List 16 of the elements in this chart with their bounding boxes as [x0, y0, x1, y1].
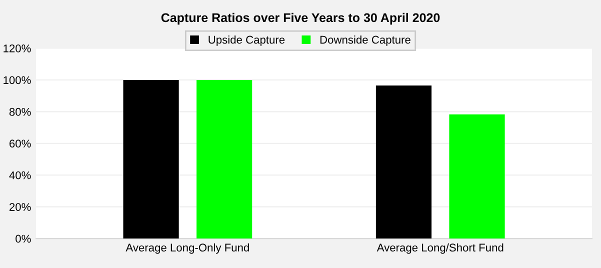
bar — [196, 80, 252, 239]
legend-label: Upside Capture — [208, 36, 285, 46]
bar — [449, 114, 505, 239]
bar — [376, 86, 432, 239]
bar — [123, 80, 179, 239]
y-tick-label: 100% — [4, 76, 31, 84]
y-tick-label: 80% — [9, 108, 31, 116]
y-tick-label: 60% — [10, 140, 31, 148]
y-tick-label: 20% — [10, 203, 31, 211]
legend-label: Downside Capture — [320, 36, 410, 46]
chart-title: Capture Ratios over Five Years to 30 April 2020 — [161, 12, 440, 25]
y-tick-label: 40% — [9, 171, 31, 180]
y-tick-label: 0% — [16, 234, 31, 243]
x-tick-label: Average Long/Short Fund — [376, 243, 504, 254]
x-tick-label: Average Long-Only Fund — [126, 243, 249, 254]
y-tick-label: 120% — [4, 44, 31, 52]
